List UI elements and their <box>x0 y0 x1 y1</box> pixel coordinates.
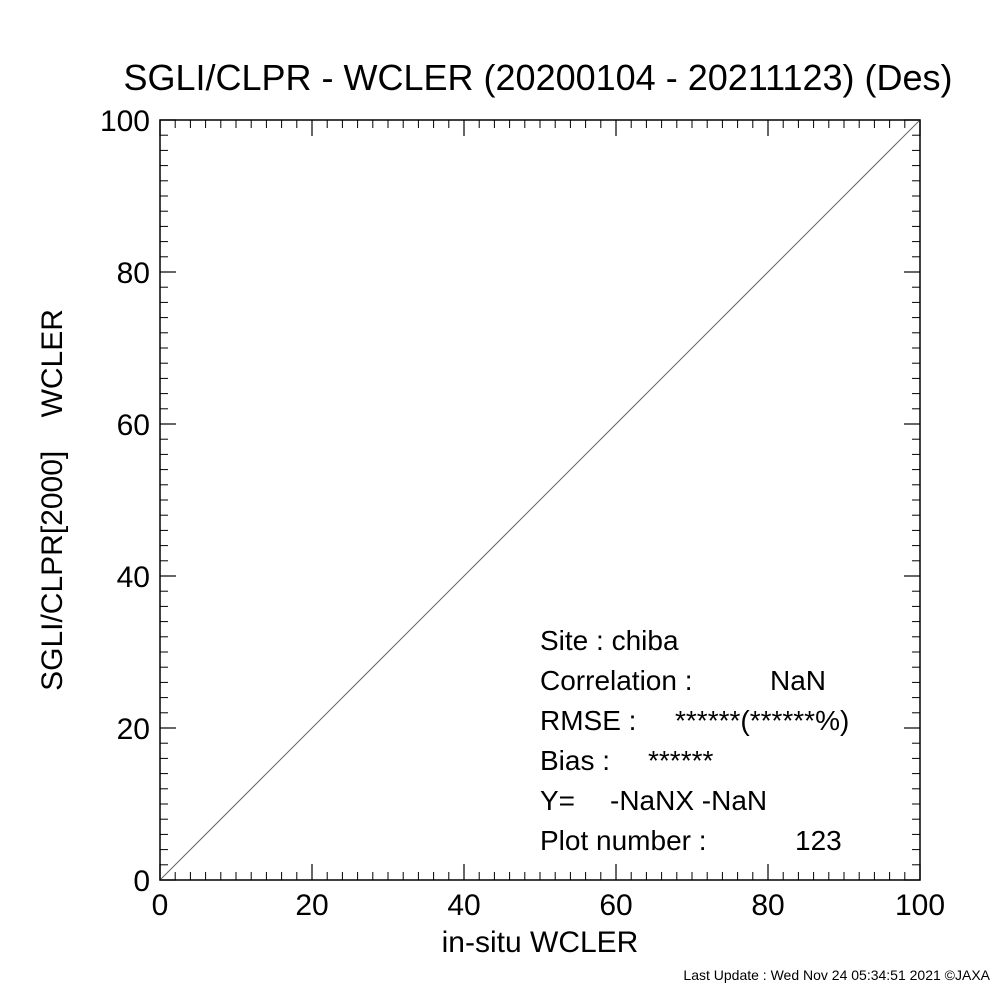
x-tick-label: 60 <box>599 889 632 922</box>
stat-label: Bias : <box>540 745 610 776</box>
one-to-one-line <box>159 119 921 881</box>
y-tick-label: 20 <box>117 713 150 746</box>
stat-value: ****** <box>648 745 713 776</box>
y-axis-label: SGLI/CLPR[2000] WCLER <box>36 309 69 691</box>
stat-value: 123 <box>795 825 842 856</box>
stat-label: Y= <box>540 785 575 816</box>
y-tick-label: 60 <box>117 409 150 442</box>
y-tick-label: 0 <box>133 865 150 898</box>
y-tick-label: 80 <box>117 257 150 290</box>
x-tick-label: 100 <box>895 889 945 922</box>
stat-value: ******(******%) <box>675 705 849 736</box>
major-ticks <box>159 119 921 881</box>
y-tick-labels: 0 20 40 60 80 100 <box>100 105 150 898</box>
stat-label: Correlation : <box>540 665 693 696</box>
x-tick-label: 20 <box>295 889 328 922</box>
stat-value: -NaNX -NaN <box>610 785 767 816</box>
stat-label: Plot number : <box>540 825 707 856</box>
x-axis-label: in-situ WCLER <box>442 926 639 959</box>
x-tick-label: 80 <box>751 889 784 922</box>
y-tick-label: 100 <box>100 105 150 138</box>
y-tick-label: 40 <box>117 561 150 594</box>
stat-label: RMSE : <box>540 705 636 736</box>
chart-title: SGLI/CLPR - WCLER (20200104 - 20211123) … <box>123 57 952 98</box>
last-update-footer: Last Update : Wed Nov 24 05:34:51 2021 ©… <box>683 967 990 983</box>
x-tick-label: 40 <box>447 889 480 922</box>
stat-value: NaN <box>770 665 826 696</box>
stat-label: Site : chiba <box>540 625 679 656</box>
x-tick-label: 0 <box>152 889 169 922</box>
statistics-box: Site : chiba Correlation : NaN RMSE : ******… <box>540 625 849 856</box>
x-tick-labels: 0 20 40 60 80 100 <box>152 889 945 922</box>
